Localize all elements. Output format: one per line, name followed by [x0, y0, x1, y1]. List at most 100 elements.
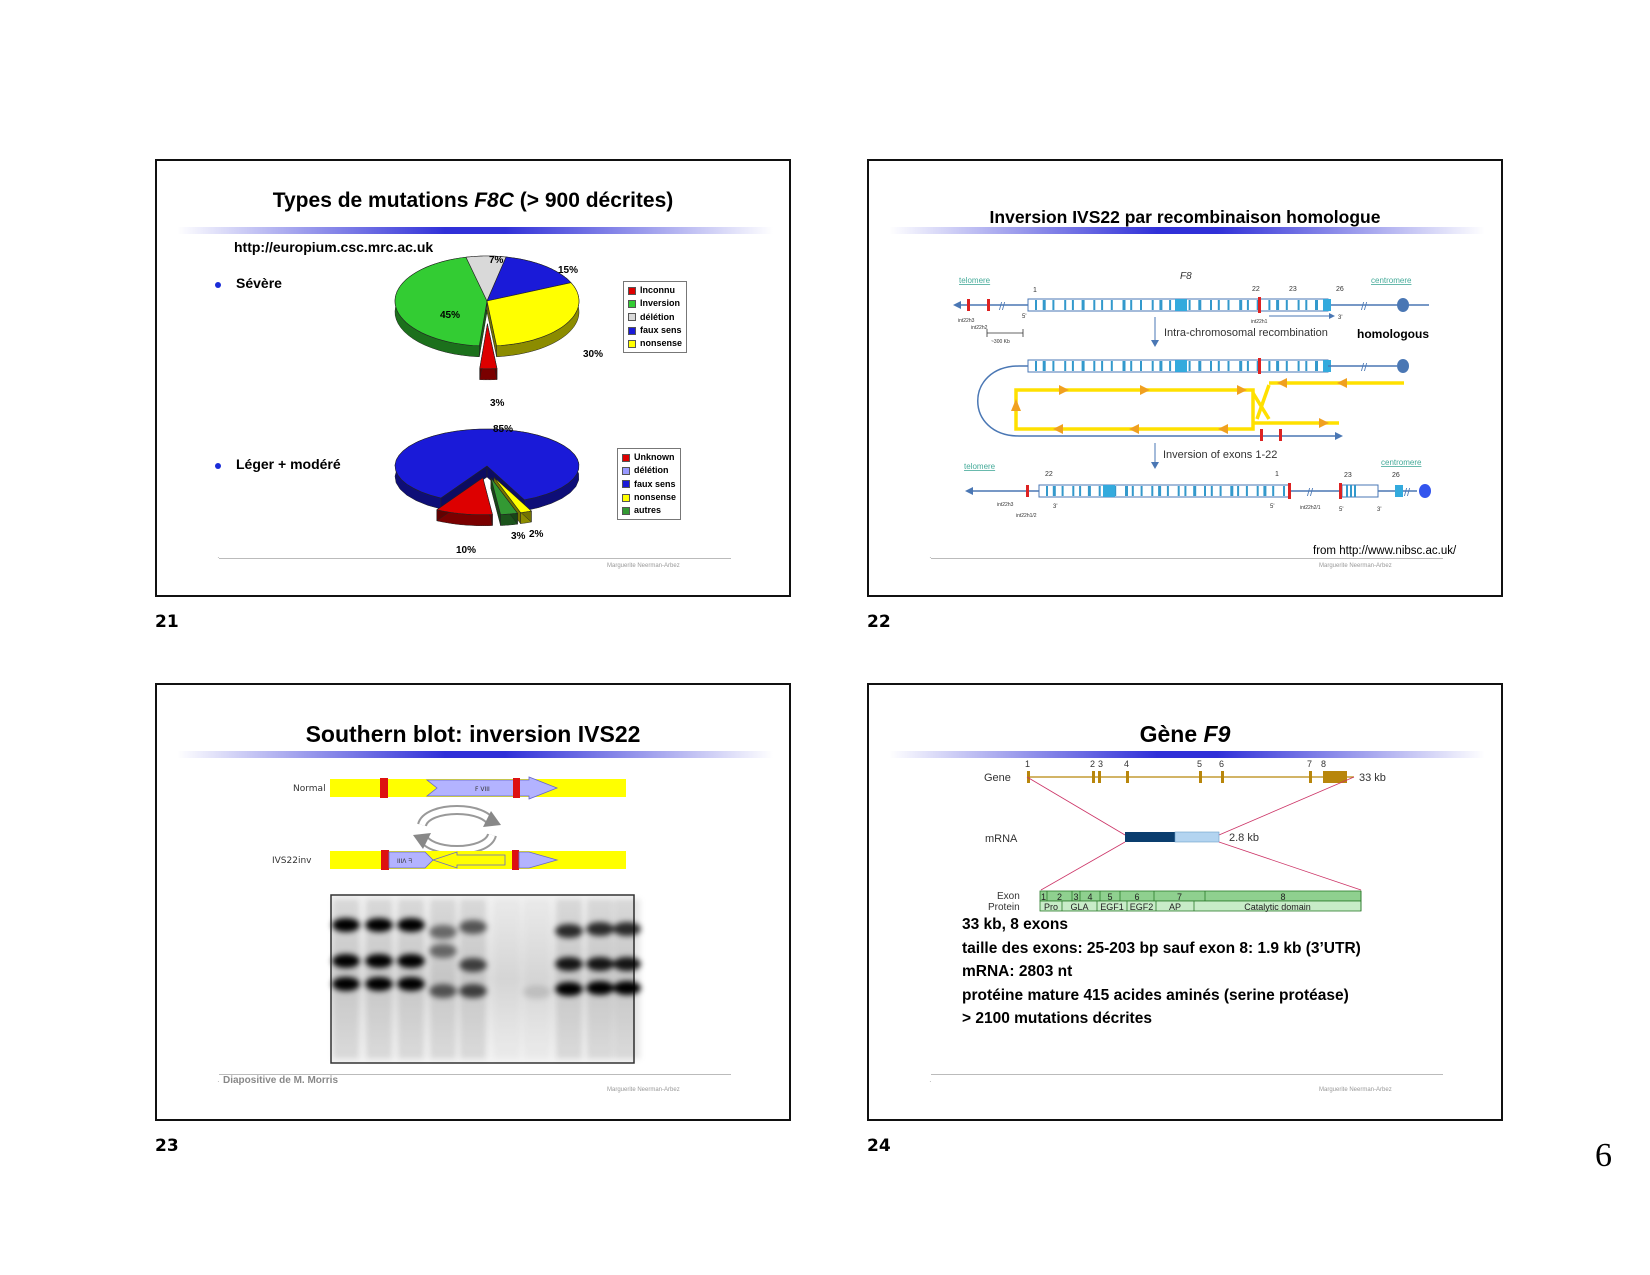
title-rule [177, 227, 773, 234]
exon-tick [1042, 300, 1046, 310]
data-label: 85% [493, 424, 513, 435]
three-prime: 3' [1377, 507, 1381, 513]
pie-slice-nonsense [493, 477, 532, 514]
five-prime: 5' [1339, 507, 1343, 513]
fviii-flipped-label: IIIΛ ᖷ [397, 858, 412, 865]
exon-tick [1204, 486, 1206, 496]
gene-exon [1098, 771, 1101, 783]
exon-tick [1131, 486, 1134, 496]
int-label: int22h2 [971, 325, 988, 331]
footer-rule [931, 1074, 1443, 1075]
five-prime: 5' [1270, 504, 1274, 510]
protein-domain-label: Pro [1044, 902, 1058, 912]
legend-severe: Inconnu Inversion délétion faux sens non… [623, 281, 688, 354]
exon-tick [1193, 486, 1197, 496]
exon-tick [1237, 486, 1240, 496]
exon-tick [1035, 361, 1037, 371]
slide-number: 23 [155, 1136, 179, 1156]
blot-lane [494, 899, 520, 1059]
blot-lane [524, 899, 550, 1059]
svg-text://: // [999, 301, 1006, 313]
blot-band [429, 944, 457, 958]
exon-tick [1246, 300, 1249, 310]
title-rule [889, 751, 1485, 758]
fact-line: 33 kb, 8 exons [962, 916, 1068, 933]
exon-tick [1230, 486, 1234, 496]
bullet-icon [215, 282, 221, 288]
exon-tick [1093, 361, 1096, 371]
exon-num: 23 [1289, 286, 1297, 293]
blot-band [397, 918, 425, 932]
telomere-label: telomere [959, 276, 991, 285]
exon-tick [1256, 300, 1259, 310]
exon-tick [1151, 300, 1154, 310]
exon-tick [1210, 486, 1213, 496]
exon-number: 2 [1090, 759, 1095, 769]
exon-num: 26 [1392, 472, 1400, 479]
exon-number: 7 [1307, 759, 1312, 769]
legend-item: délétion [622, 464, 676, 477]
blot-lane [430, 899, 456, 1059]
pie-slice-autres [490, 477, 519, 515]
pie-slice-side [479, 368, 498, 381]
footer-mark: · [217, 1077, 220, 1086]
slide-21: Types de mutations F8C (> 900 décrites) … [155, 159, 791, 597]
exon-tick [1177, 486, 1180, 496]
data-label: 45% [440, 310, 460, 321]
three-prime: 3' [1338, 315, 1342, 321]
legend-item: nonsense [628, 337, 682, 350]
exon-tick [1184, 486, 1187, 496]
blot-band [429, 925, 457, 939]
exon-tick [1042, 361, 1046, 371]
exon-tick [1166, 486, 1169, 496]
pie-slice-inversion [394, 256, 488, 347]
legend-item: Unknown [622, 451, 676, 464]
exon-num: 26 [1336, 286, 1344, 293]
exon-cell-label: 2 [1057, 892, 1062, 902]
exon-tick [1101, 300, 1104, 310]
exon-num: 1 [1033, 287, 1037, 294]
protein-domain-label: EGF2 [1130, 902, 1154, 912]
blot-band [459, 958, 487, 972]
blot-band [586, 922, 614, 936]
exon-tick [1198, 300, 1202, 310]
blot-band [332, 918, 360, 932]
int-label: int22h1 [1251, 319, 1268, 325]
exon-tick [1110, 300, 1113, 310]
fact-line: mRNA: 2803 nt [962, 963, 1073, 980]
exon-num: 22 [1045, 471, 1053, 478]
title-rule [177, 751, 773, 758]
exon-tick [1061, 486, 1064, 496]
exon-cell-label: 8 [1281, 892, 1286, 902]
exon-cell-label: 5 [1108, 892, 1113, 902]
exon-tick [1315, 361, 1318, 371]
exon-tick [1140, 300, 1142, 310]
slide-title: Types de mutations F8C (> 900 décrites) [272, 189, 674, 212]
pie-slice-unknown [436, 477, 493, 515]
legend-item: faux sens [628, 324, 682, 337]
blot-band [523, 985, 551, 999]
gene-facts: 33 kb, 8 exons taille des exons: 25-203 … [962, 913, 1361, 1031]
exon-tick [1285, 361, 1288, 371]
exon-tick [1159, 361, 1163, 371]
mrna-size: 2.8 kb [1229, 832, 1259, 844]
fact-line: > 2100 mutations décrites [962, 1010, 1152, 1027]
title-rule [889, 227, 1485, 234]
blot-band [365, 954, 393, 968]
telomere-label: telomere [964, 462, 996, 471]
slide-title: Inversion IVS22 par recombinaison homolo… [989, 207, 1381, 227]
blot-band [613, 981, 641, 995]
exon-tick [1101, 361, 1104, 371]
blot-band [365, 918, 393, 932]
slide-title: Gène F9 [1139, 721, 1231, 747]
legend-item: autres [622, 504, 676, 517]
footer-author: Marguerite Neerman-Arbez [1319, 1087, 1392, 1093]
exon-tick [1272, 486, 1275, 496]
pie-slice-nonsense [486, 282, 580, 347]
blot-lane [556, 899, 582, 1059]
exon-tick [1268, 361, 1271, 371]
exon-tick [1227, 361, 1230, 371]
exon-tick [1087, 486, 1091, 496]
exon-tick [1210, 361, 1212, 371]
